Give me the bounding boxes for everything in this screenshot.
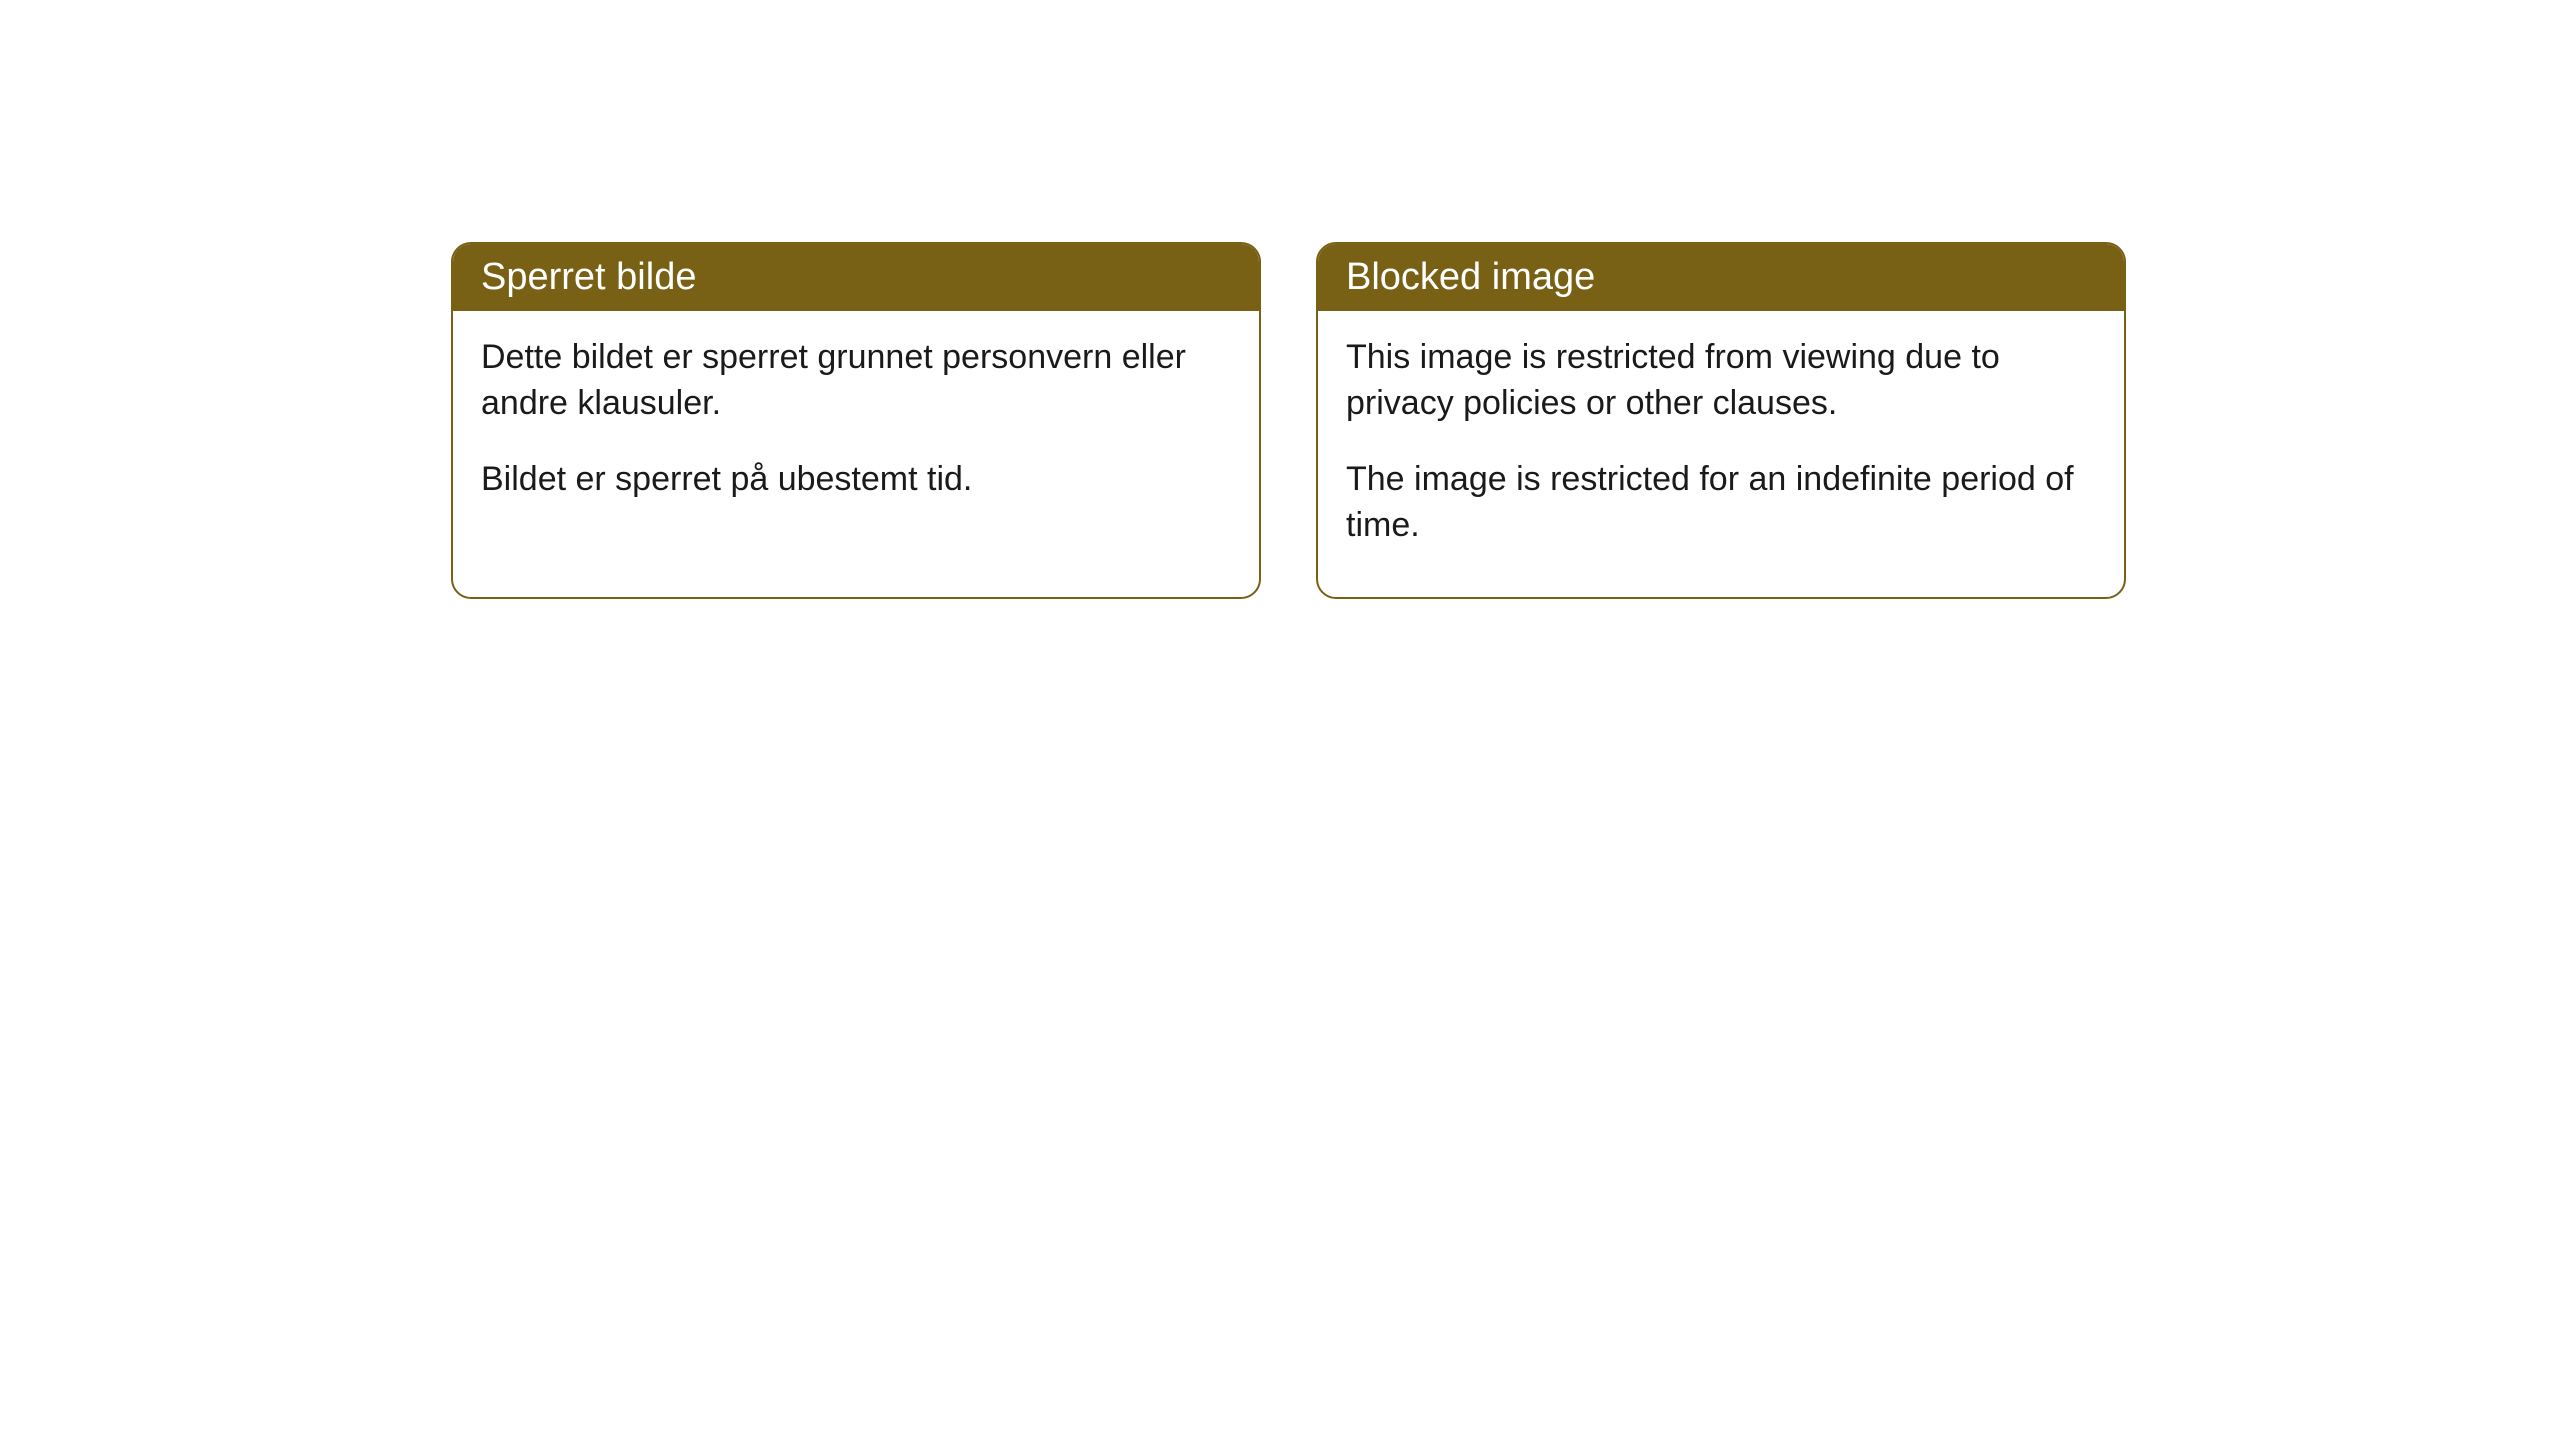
blocked-image-card-norwegian: Sperret bilde Dette bildet er sperret gr…	[451, 242, 1261, 599]
card-text-para1: Dette bildet er sperret grunnet personve…	[481, 335, 1231, 427]
card-text-para2: Bildet er sperret på ubestemt tid.	[481, 457, 1231, 503]
card-title: Blocked image	[1346, 256, 1595, 298]
card-text-para2: The image is restricted for an indefinit…	[1346, 457, 2096, 549]
card-body-english: This image is restricted from viewing du…	[1318, 311, 2124, 597]
card-text-para1: This image is restricted from viewing du…	[1346, 335, 2096, 427]
notice-container: Sperret bilde Dette bildet er sperret gr…	[0, 0, 2560, 599]
card-header-norwegian: Sperret bilde	[453, 244, 1259, 311]
blocked-image-card-english: Blocked image This image is restricted f…	[1316, 242, 2126, 599]
card-body-norwegian: Dette bildet er sperret grunnet personve…	[453, 311, 1259, 551]
card-header-english: Blocked image	[1318, 244, 2124, 311]
card-title: Sperret bilde	[481, 256, 696, 298]
